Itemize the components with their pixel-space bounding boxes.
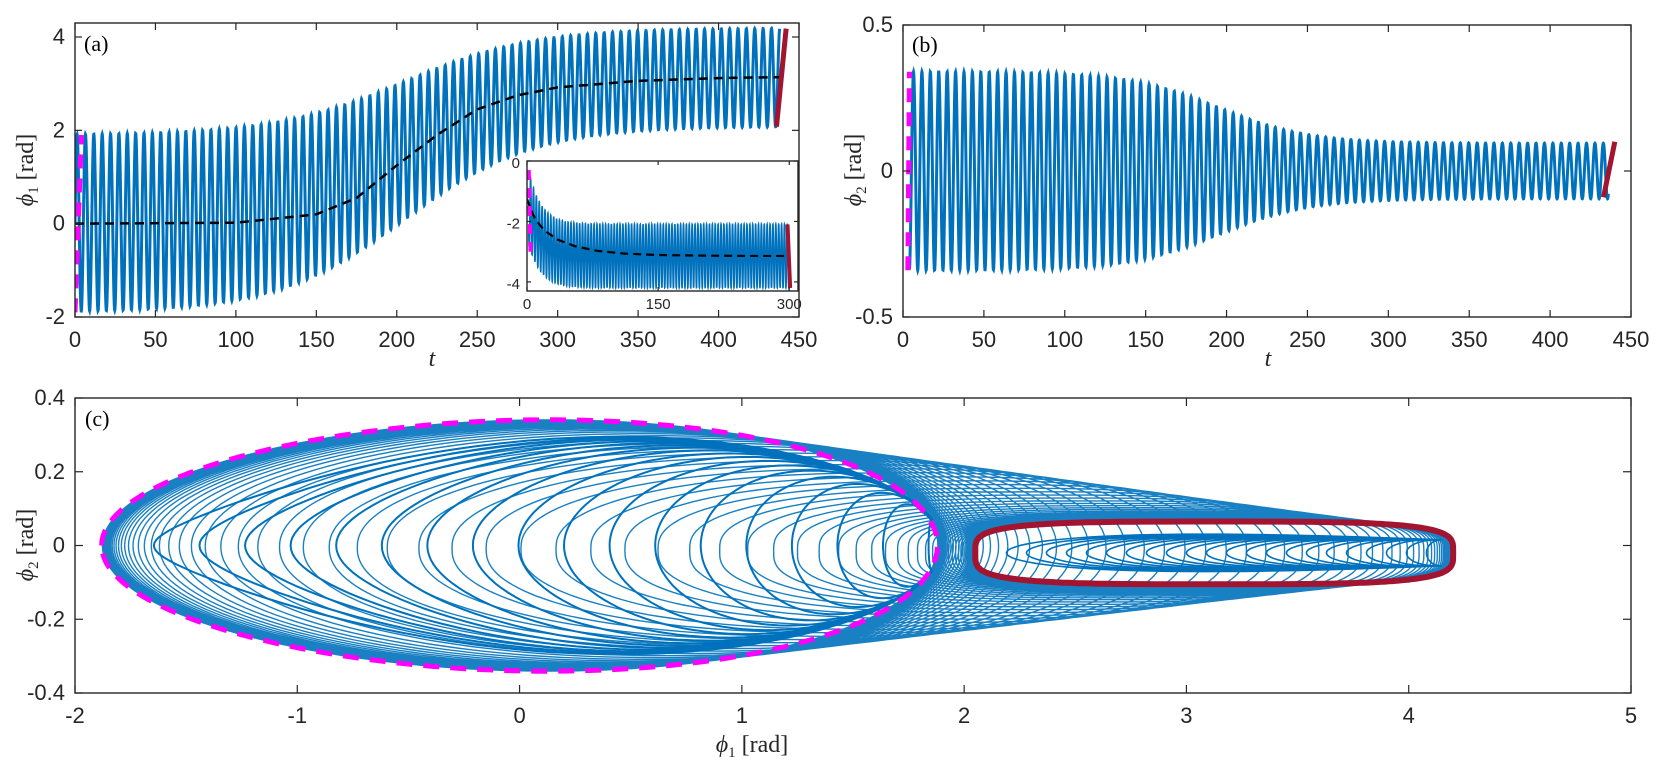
x-tick-label: 100 — [218, 327, 255, 352]
x-tick-label: 350 — [620, 327, 657, 352]
x-tick-label: -1 — [288, 703, 308, 728]
x-tick-label: 450 — [781, 327, 818, 352]
x-tick-label: 150 — [646, 296, 671, 313]
x-tick-label: 400 — [700, 327, 737, 352]
panel-c: -2 -1 0 1 2 3 4 5 -0.4 -0.2 0 0.2 0.4 (c) ϕ1 [rad] ϕ… — [13, 385, 1637, 760]
panel-a-xlabel: t — [429, 346, 437, 372]
x-tick-label: 0 — [523, 296, 531, 313]
y-tick-label: -4 — [507, 276, 520, 293]
initial-limit-cycle — [99, 417, 941, 674]
x-tick-label: 250 — [1289, 327, 1326, 352]
panel-b-ylabel: ϕ2 [rad] — [841, 134, 870, 207]
x-tick-label: 300 — [1370, 327, 1407, 352]
y-tick-label: 0 — [53, 533, 65, 558]
x-tick-label: 50 — [972, 327, 996, 352]
y-tick-label: -0.2 — [27, 606, 65, 631]
final-orbit-line — [773, 28, 789, 127]
initial-fan-lines — [152, 435, 934, 656]
panel-b-xlabel: t — [1265, 346, 1273, 372]
x-tick-label: 4 — [1403, 703, 1415, 728]
x-tick-label: 150 — [298, 327, 335, 352]
x-tick-label: 0 — [897, 327, 909, 352]
x-tick-label: 450 — [1613, 327, 1650, 352]
y-tick-label: 4 — [53, 24, 65, 49]
inset-mean-line — [527, 198, 790, 258]
x-tick-label: 0 — [513, 703, 525, 728]
inset-final-line — [785, 224, 793, 289]
y-tick-label: 0.5 — [862, 12, 893, 37]
panel-a-plot-area — [75, 25, 789, 317]
panel-a-frame — [74, 22, 800, 318]
x-tick-label: 5 — [1625, 703, 1637, 728]
panel-a-ylabel: ϕ1 [rad] — [13, 134, 42, 207]
inset-trajectory-line — [527, 175, 791, 291]
phi2-trajectory-line — [907, 65, 1610, 277]
inset-plot-area — [527, 170, 793, 291]
panel-c-axes: -2 -1 0 1 2 3 4 5 -0.4 -0.2 0 0.2 0.4 — [27, 385, 1637, 728]
panel-a-inset: 0 150 300 0 -2 -4 — [507, 155, 802, 313]
x-tick-label: 300 — [777, 296, 802, 313]
x-tick-label: 250 — [459, 327, 496, 352]
initial-orbit-line — [75, 134, 84, 313]
final-orbit-line — [1601, 141, 1618, 198]
panel-a-label: (a) — [84, 31, 108, 56]
y-tick-label: 0 — [53, 211, 65, 236]
phi1-mean-line — [75, 75, 780, 225]
panel-c-ylabel: ϕ2 [rad] — [13, 509, 42, 582]
y-tick-label: 0.2 — [34, 459, 65, 484]
panel-b-axes: 0 50 100 150 200 250 300 350 400 450-0.500.5 — [855, 12, 1649, 352]
panel-c-xlabel: ϕ1 [rad] — [716, 732, 789, 760]
panel-c-label: (c) — [85, 406, 109, 431]
x-tick-label: 150 — [1127, 327, 1164, 352]
y-tick-label: -0.5 — [855, 304, 893, 329]
y-tick-label: 0 — [512, 155, 520, 172]
x-tick-label: 1 — [736, 703, 748, 728]
y-tick-label: -2 — [507, 215, 520, 232]
x-tick-label: 200 — [378, 327, 415, 352]
y-tick-label: -0.4 — [27, 680, 65, 705]
x-tick-label: -2 — [65, 703, 85, 728]
phi1-trajectory-line — [75, 25, 782, 317]
y-tick-label: 0 — [881, 158, 893, 183]
panel-c-plot-area — [99, 417, 1457, 674]
y-tick-label: 2 — [53, 117, 65, 142]
panel-b-plot-area — [905, 65, 1618, 277]
inset-frame — [526, 160, 799, 292]
x-tick-label: 200 — [1208, 327, 1245, 352]
x-tick-label: 300 — [539, 327, 576, 352]
x-tick-label: 100 — [1046, 327, 1083, 352]
panel-b: 0 50 100 150 200 250 300 350 400 450-0.500.5 (b) … — [841, 12, 1649, 372]
x-tick-label: 3 — [1180, 703, 1192, 728]
inset-initial-line — [527, 170, 533, 252]
final-fan-lines — [1005, 533, 1443, 573]
panel-b-label: (b) — [912, 32, 938, 57]
x-tick-label: 50 — [143, 327, 167, 352]
x-tick-label: 2 — [958, 703, 970, 728]
final-limit-cycle — [972, 518, 1457, 588]
x-tick-label: 350 — [1451, 327, 1488, 352]
x-tick-label: 0 — [69, 327, 81, 352]
y-tick-label: -2 — [45, 304, 65, 329]
y-tick-label: 0.4 — [34, 385, 65, 410]
x-tick-label: 400 — [1532, 327, 1569, 352]
inset-axes: 0 150 300 0 -2 -4 — [507, 155, 802, 313]
